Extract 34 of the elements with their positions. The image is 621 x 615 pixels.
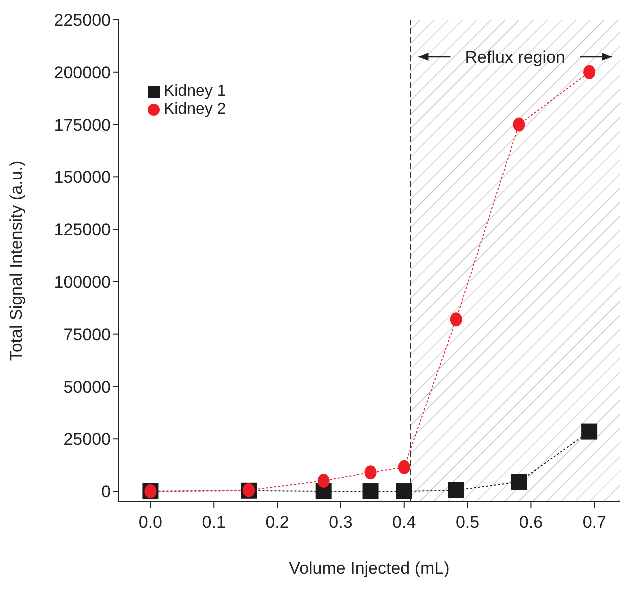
x-tick-label: 0.0 [138, 513, 163, 532]
y-tick-label: 75000 [64, 325, 111, 344]
point [582, 424, 598, 440]
point [513, 118, 526, 132]
y-tick-label: 125000 [54, 220, 111, 240]
point [362, 484, 379, 500]
y-tick-label: 200000 [54, 63, 111, 82]
legend-label: Kidney 2 [164, 101, 226, 118]
x-tick-label: 0.3 [329, 513, 353, 532]
y-tick-label: 225000 [54, 11, 111, 30]
y-tick-label: 0 [102, 482, 111, 502]
y-tick-label: 175000 [54, 116, 111, 135]
point [511, 474, 528, 490]
point [396, 484, 412, 500]
x-axis-title: Volume Injected (mL) [289, 559, 450, 578]
y-axis-title: Total Signal Intensity (a.u.) [7, 160, 26, 362]
x-tick-label: 0.6 [519, 513, 544, 532]
y-tick-label: 100000 [54, 272, 111, 292]
band-label: Reflux region [465, 48, 566, 67]
x-tick-label: 0.5 [456, 513, 480, 532]
x-tick-label: 0.1 [202, 513, 226, 532]
point [448, 482, 464, 498]
point [450, 312, 462, 327]
point [398, 460, 410, 474]
point [584, 65, 596, 80]
x-tick-label: 0.7 [582, 513, 606, 532]
x-tick-label: 0.2 [266, 513, 290, 532]
legend-label: Kidney 1 [164, 83, 226, 100]
y-tick-label: 25000 [64, 430, 111, 450]
point [318, 474, 330, 488]
point [364, 466, 377, 480]
y-tick-label: 50000 [64, 378, 111, 397]
y-tick-label: 150000 [54, 168, 111, 188]
x-tick-label: 0.4 [392, 513, 416, 532]
